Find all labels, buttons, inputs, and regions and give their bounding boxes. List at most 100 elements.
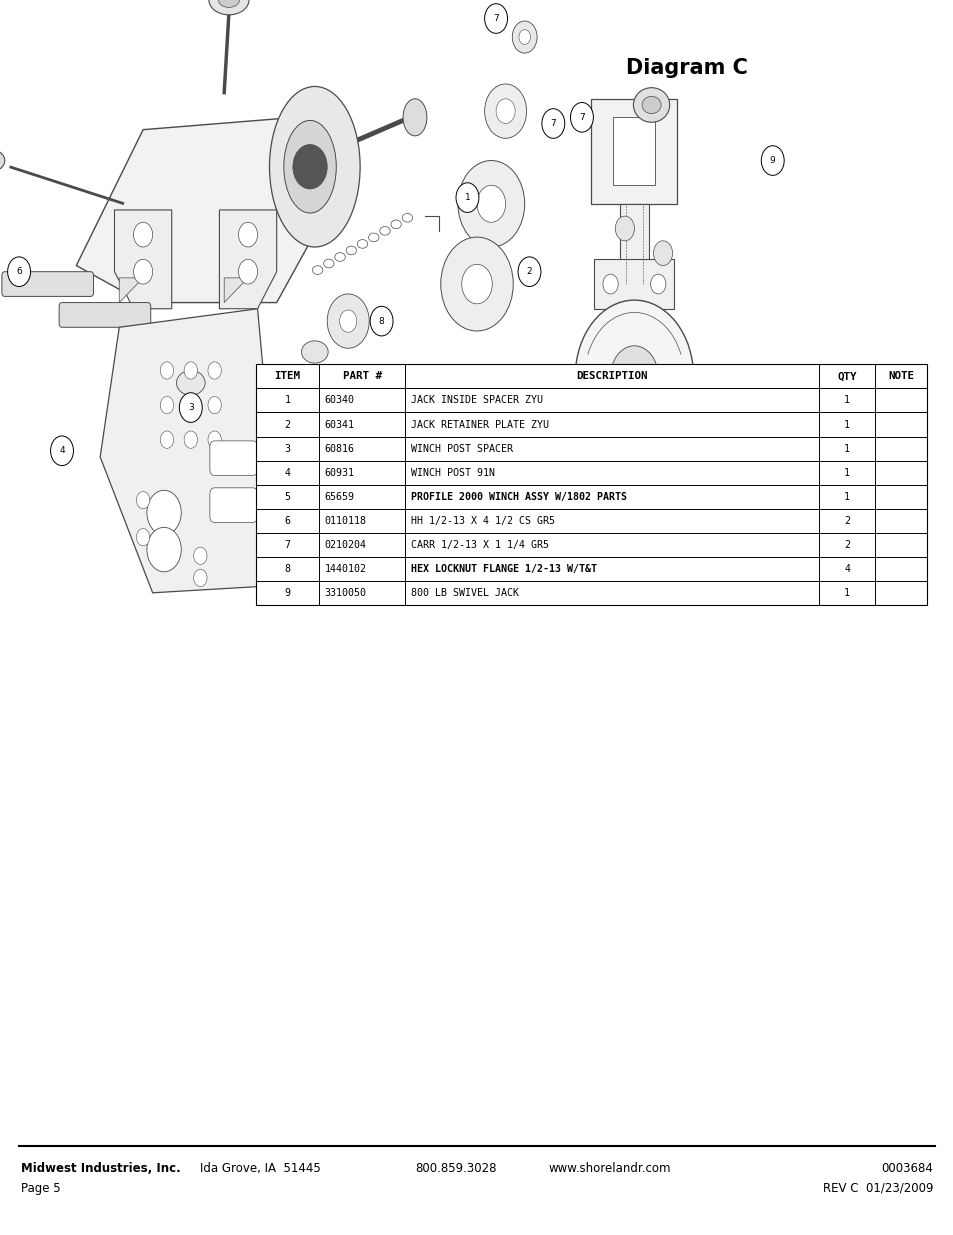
Text: JACK RETAINER PLATE ZYU: JACK RETAINER PLATE ZYU xyxy=(410,420,548,430)
Ellipse shape xyxy=(641,96,660,114)
Circle shape xyxy=(208,431,221,448)
Text: 3310050: 3310050 xyxy=(324,588,367,598)
Bar xyxy=(255,364,926,605)
Circle shape xyxy=(238,222,257,247)
Text: 9: 9 xyxy=(769,156,775,165)
Circle shape xyxy=(339,310,356,332)
Circle shape xyxy=(208,396,221,414)
Polygon shape xyxy=(100,309,276,593)
Text: PROFILE 2000 WINCH ASSY W/1802 PARTS: PROFILE 2000 WINCH ASSY W/1802 PARTS xyxy=(410,492,626,501)
Circle shape xyxy=(133,259,152,284)
Text: 1: 1 xyxy=(464,193,470,203)
Text: 1: 1 xyxy=(843,443,849,453)
Text: Midwest Industries, Inc.: Midwest Industries, Inc. xyxy=(21,1162,180,1174)
Text: Ida Grove, IA  51445: Ida Grove, IA 51445 xyxy=(200,1162,321,1174)
Circle shape xyxy=(602,274,618,294)
Text: 1: 1 xyxy=(284,395,290,405)
Circle shape xyxy=(160,431,173,448)
Text: 7: 7 xyxy=(493,14,498,23)
Circle shape xyxy=(496,99,515,124)
FancyBboxPatch shape xyxy=(59,303,151,327)
Ellipse shape xyxy=(402,99,426,136)
Text: 1: 1 xyxy=(843,588,849,598)
Circle shape xyxy=(760,146,783,175)
Text: Diagram C: Diagram C xyxy=(625,58,747,78)
Text: 2: 2 xyxy=(843,516,849,526)
Circle shape xyxy=(476,185,505,222)
Bar xyxy=(594,259,674,309)
Circle shape xyxy=(457,161,524,247)
Text: CARR 1/2-13 X 1 1/4 GR5: CARR 1/2-13 X 1 1/4 GR5 xyxy=(410,540,548,550)
Circle shape xyxy=(160,396,173,414)
Text: 3: 3 xyxy=(284,443,290,453)
Circle shape xyxy=(179,393,202,422)
Circle shape xyxy=(484,84,526,138)
Circle shape xyxy=(440,237,513,331)
Text: 1: 1 xyxy=(843,468,849,478)
Text: 7: 7 xyxy=(284,540,290,550)
Polygon shape xyxy=(219,210,276,309)
Polygon shape xyxy=(224,278,248,303)
Text: 5: 5 xyxy=(284,492,290,501)
FancyBboxPatch shape xyxy=(210,488,257,522)
Circle shape xyxy=(650,274,665,294)
Circle shape xyxy=(8,257,30,287)
Circle shape xyxy=(293,144,327,189)
Circle shape xyxy=(512,21,537,53)
Text: WINCH POST 91N: WINCH POST 91N xyxy=(410,468,494,478)
Bar xyxy=(613,117,655,185)
Circle shape xyxy=(570,103,593,132)
Text: 0210204: 0210204 xyxy=(324,540,367,550)
Text: 60340: 60340 xyxy=(324,395,355,405)
Circle shape xyxy=(327,294,369,348)
Text: 1440102: 1440102 xyxy=(324,564,367,574)
Circle shape xyxy=(193,569,207,587)
Text: 800.859.3028: 800.859.3028 xyxy=(415,1162,496,1174)
Circle shape xyxy=(136,529,150,546)
Circle shape xyxy=(461,264,492,304)
Circle shape xyxy=(610,346,658,408)
Text: 9: 9 xyxy=(284,588,290,598)
Text: 1: 1 xyxy=(843,395,849,405)
Text: 8: 8 xyxy=(284,564,290,574)
Text: 4: 4 xyxy=(59,446,65,456)
Circle shape xyxy=(653,241,672,266)
Text: 2: 2 xyxy=(284,420,290,430)
Circle shape xyxy=(136,492,150,509)
Polygon shape xyxy=(119,278,143,303)
Ellipse shape xyxy=(176,370,205,395)
Circle shape xyxy=(615,216,634,241)
Circle shape xyxy=(160,362,173,379)
Text: 0110118: 0110118 xyxy=(324,516,367,526)
Polygon shape xyxy=(76,117,324,303)
Ellipse shape xyxy=(0,149,5,172)
FancyBboxPatch shape xyxy=(2,272,93,296)
Bar xyxy=(619,204,648,284)
Circle shape xyxy=(518,30,530,44)
Ellipse shape xyxy=(633,88,669,122)
Bar xyxy=(591,99,677,204)
Text: 7: 7 xyxy=(578,112,584,122)
Text: JACK INSIDE SPACER ZYU: JACK INSIDE SPACER ZYU xyxy=(410,395,542,405)
Text: QTY: QTY xyxy=(837,372,856,382)
Circle shape xyxy=(517,257,540,287)
Text: 3: 3 xyxy=(188,403,193,412)
Text: www.shorelandr.com: www.shorelandr.com xyxy=(548,1162,670,1174)
Circle shape xyxy=(184,396,197,414)
Circle shape xyxy=(484,4,507,33)
Text: ITEM: ITEM xyxy=(274,372,300,382)
Text: 60341: 60341 xyxy=(324,420,355,430)
Text: 2: 2 xyxy=(526,267,532,277)
Ellipse shape xyxy=(269,86,359,247)
Ellipse shape xyxy=(218,0,239,7)
Text: 8: 8 xyxy=(378,316,384,326)
Circle shape xyxy=(193,547,207,564)
Ellipse shape xyxy=(209,0,249,15)
Circle shape xyxy=(133,222,152,247)
Text: PART #: PART # xyxy=(342,372,381,382)
Circle shape xyxy=(147,490,181,535)
Text: 6: 6 xyxy=(16,267,22,277)
Circle shape xyxy=(51,436,73,466)
Circle shape xyxy=(208,362,221,379)
Circle shape xyxy=(184,362,197,379)
